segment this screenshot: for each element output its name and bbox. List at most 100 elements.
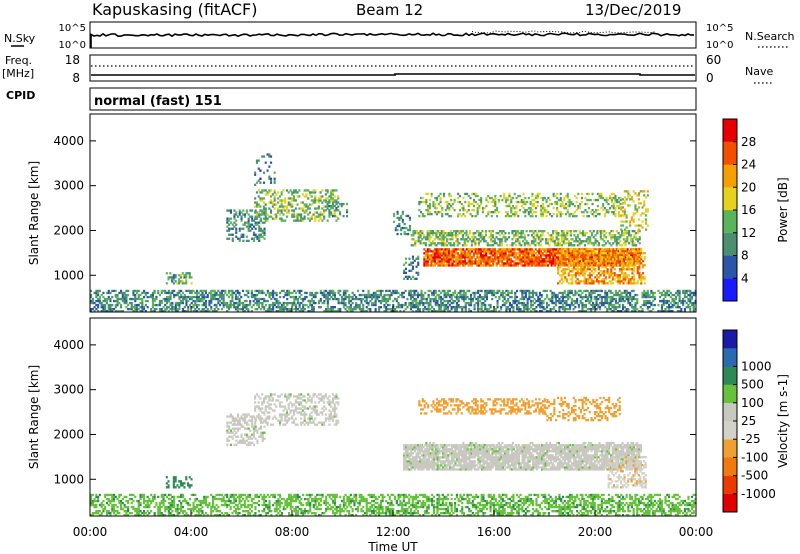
power-cell	[602, 295, 605, 299]
power-cell	[509, 260, 512, 263]
power-cell	[272, 306, 275, 309]
power-cell	[582, 240, 585, 243]
power-cell	[183, 306, 186, 309]
power-cell	[273, 191, 276, 194]
power-cell	[199, 293, 202, 297]
power-cell	[545, 262, 548, 265]
power-cell	[522, 258, 525, 261]
power-cell	[226, 310, 229, 313]
power-cell	[105, 297, 108, 301]
power-cell	[642, 278, 645, 281]
power-cell	[523, 244, 526, 247]
power-cell	[282, 306, 285, 309]
power-cell	[585, 260, 588, 263]
power-cell	[330, 213, 333, 216]
power-cell	[535, 291, 538, 295]
power-cell	[496, 299, 499, 303]
power-cell	[321, 201, 324, 204]
power-cell	[615, 240, 618, 243]
power-cell	[472, 256, 475, 259]
power-cell	[188, 276, 191, 279]
power-cell	[412, 230, 415, 233]
power-cell	[264, 203, 267, 206]
power-cell	[629, 282, 632, 285]
power-cell	[458, 209, 461, 212]
power-cell	[328, 215, 331, 218]
power-cell	[339, 202, 342, 206]
power-cell	[540, 295, 543, 299]
power-cell	[167, 295, 170, 299]
power-cell	[226, 306, 229, 309]
power-cell	[631, 272, 634, 275]
power-cell	[540, 310, 543, 313]
power-cell	[312, 201, 315, 204]
power-cell	[275, 306, 278, 309]
power-cell	[488, 236, 491, 239]
power-cell	[125, 297, 128, 301]
power-cell	[522, 254, 525, 257]
power-cell	[534, 234, 537, 237]
power-cell	[566, 250, 569, 253]
power-cell	[535, 299, 538, 303]
power-cell	[544, 308, 547, 311]
power-cell	[465, 252, 468, 255]
power-cell	[256, 289, 259, 293]
power-cell	[446, 207, 449, 210]
power-cell	[615, 230, 618, 233]
power-cell	[641, 303, 644, 307]
power-cell	[421, 230, 424, 233]
power-cell	[452, 306, 455, 309]
power-cell	[503, 196, 506, 200]
power-cell	[323, 211, 326, 214]
power-cell	[633, 234, 636, 237]
power-cell	[473, 204, 476, 208]
power-cell	[523, 301, 526, 305]
power-cell	[603, 270, 606, 273]
power-cell	[123, 291, 126, 295]
cpid-label: CPID	[6, 89, 35, 102]
power-cell	[254, 235, 257, 238]
power-cell	[432, 289, 435, 293]
power-cell	[326, 291, 329, 295]
power-cell	[268, 201, 271, 204]
power-cell	[453, 248, 456, 251]
power-cell	[530, 291, 533, 295]
power-cell	[316, 291, 319, 295]
power-cell	[196, 295, 199, 299]
power-cell	[466, 289, 469, 293]
power-cell	[629, 238, 632, 241]
power-cell	[494, 198, 497, 202]
power-cell	[351, 297, 354, 301]
power-cell	[511, 248, 514, 251]
power-cell	[335, 207, 338, 210]
power-cell	[601, 230, 604, 233]
power-cell	[111, 310, 114, 313]
power-cell	[293, 197, 296, 200]
power-cell	[319, 217, 322, 220]
power-cell	[504, 238, 507, 241]
power-cell	[443, 308, 446, 311]
power-cell	[583, 303, 586, 307]
power-cell	[615, 242, 618, 245]
power-cell	[291, 205, 294, 208]
power-cell	[284, 291, 287, 295]
power-cell	[245, 235, 248, 238]
power-cell	[185, 297, 188, 301]
power-cell	[446, 202, 449, 206]
power-cell	[676, 306, 679, 309]
power-cell	[634, 252, 637, 255]
power-cell	[245, 209, 248, 212]
power-cell	[431, 232, 434, 235]
power-cell	[468, 308, 471, 311]
power-cell	[272, 308, 275, 311]
power-cell	[533, 291, 536, 295]
power-cell	[462, 252, 465, 255]
power-cell	[456, 244, 459, 247]
power-cell	[238, 227, 241, 230]
power-cell	[652, 295, 655, 299]
power-cell	[445, 293, 448, 297]
power-cell	[213, 293, 216, 297]
power-cell	[594, 248, 597, 251]
power-cell	[317, 199, 320, 202]
power-cell	[507, 297, 510, 301]
